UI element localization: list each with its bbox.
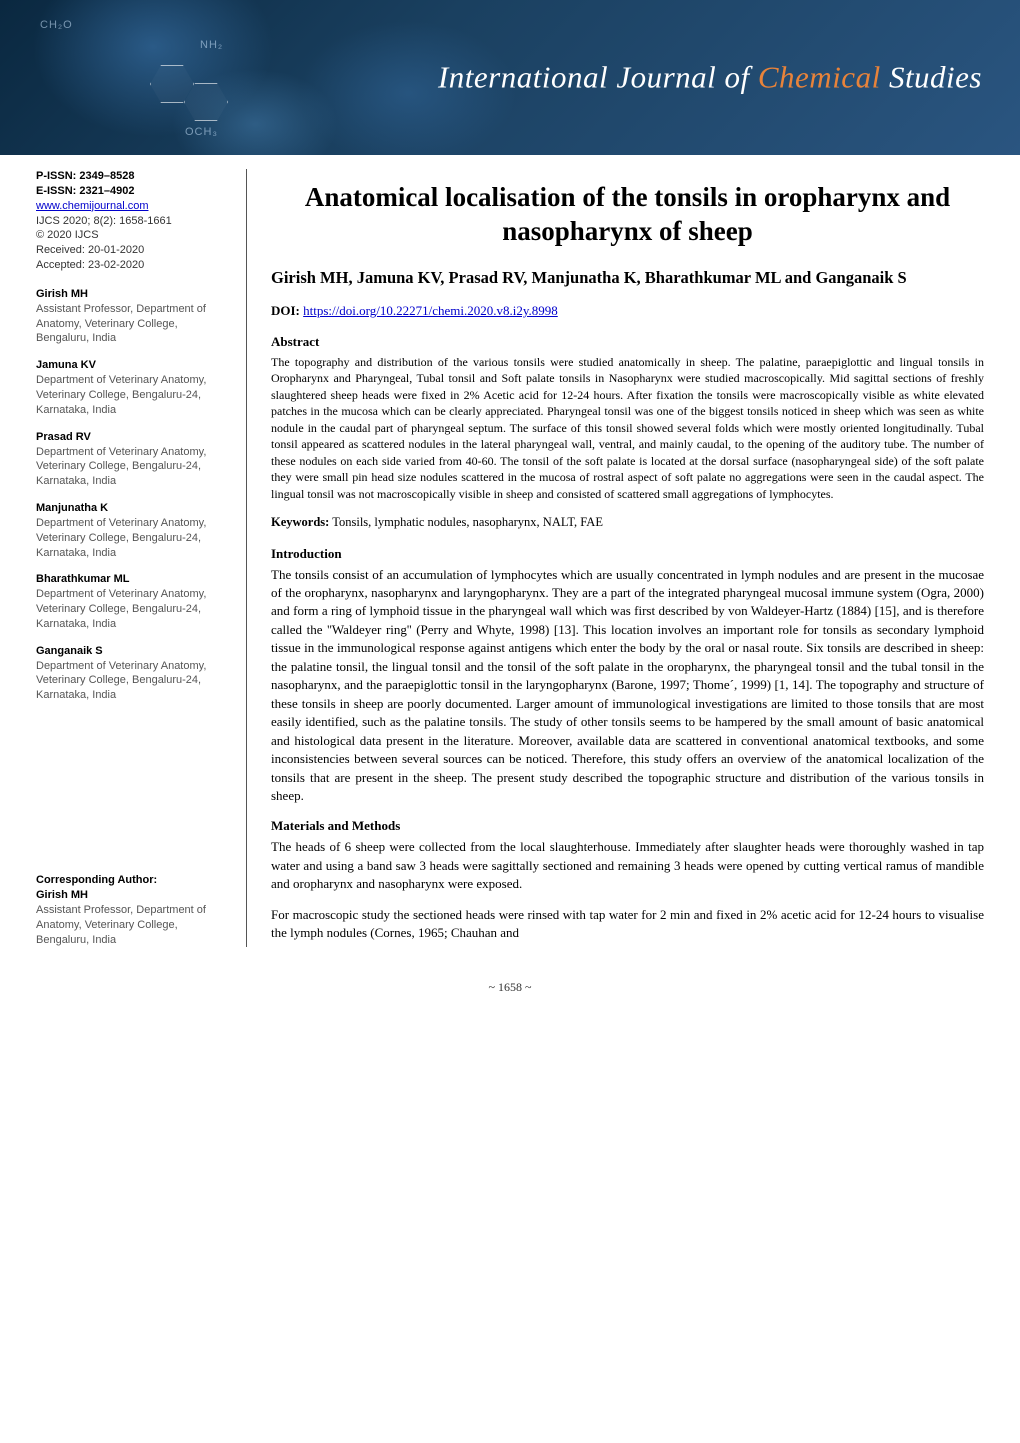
doi-line: DOI: https://doi.org/10.22271/chemi.2020…: [271, 302, 984, 321]
author-name: Bharathkumar ML: [36, 572, 226, 587]
article-title: Anatomical localisation of the tonsils i…: [271, 181, 984, 249]
journal-title-part1: International Journal of: [438, 59, 758, 94]
keywords-text: Tonsils, lymphatic nodules, nasopharynx,…: [329, 515, 603, 529]
sidebar-author-4: Bharathkumar ML Department of Veterinary…: [36, 572, 226, 631]
sidebar-author-0: Girish MH Assistant Professor, Departmen…: [36, 287, 226, 346]
banner-formula-1: CH₂O: [40, 18, 73, 34]
keywords-line: Keywords: Tonsils, lymphatic nodules, na…: [271, 513, 984, 531]
copyright-line: © 2020 IJCS: [36, 229, 99, 241]
materials-methods-p1: The heads of 6 sheep were collected from…: [271, 838, 984, 893]
authors-line: Girish MH, Jamuna KV, Prasad RV, Manjuna…: [271, 267, 984, 288]
abstract-heading: Abstract: [271, 333, 984, 352]
sidebar-author-1: Jamuna KV Department of Veterinary Anato…: [36, 358, 226, 417]
journal-banner: CH₂O NH₂ OCH₃ International Journal of C…: [0, 0, 1020, 155]
introduction-heading: Introduction: [271, 545, 984, 564]
author-affil: Department of Veterinary Anatomy, Veteri…: [36, 588, 206, 630]
doi-label: DOI:: [271, 303, 300, 318]
sidebar: P-ISSN: 2349–8528 E-ISSN: 2321–4902 www.…: [36, 169, 226, 947]
sidebar-author-3: Manjunatha K Department of Veterinary An…: [36, 501, 226, 560]
corresponding-author-name: Girish MH: [36, 888, 226, 903]
corresponding-author-affil: Assistant Professor, Department of Anato…: [36, 904, 206, 946]
journal-url-link[interactable]: www.chemijournal.com: [36, 200, 148, 212]
accepted-date: Accepted: 23-02-2020: [36, 259, 144, 271]
materials-methods-p2: For macroscopic study the sectioned head…: [271, 906, 984, 943]
p-issn: P-ISSN: 2349–8528: [36, 170, 134, 182]
citation-line: IJCS 2020; 8(2): 1658-1661: [36, 215, 172, 227]
author-affil: Department of Veterinary Anatomy, Veteri…: [36, 517, 206, 559]
author-name: Manjunatha K: [36, 501, 226, 516]
author-affil: Department of Veterinary Anatomy, Veteri…: [36, 660, 206, 702]
author-affil: Assistant Professor, Department of Anato…: [36, 303, 206, 345]
author-name: Prasad RV: [36, 430, 226, 445]
author-affil: Department of Veterinary Anatomy, Veteri…: [36, 446, 206, 488]
sidebar-author-2: Prasad RV Department of Veterinary Anato…: [36, 430, 226, 489]
journal-title-chem: Chemical: [758, 59, 881, 94]
banner-formula-2: NH₂: [200, 38, 223, 54]
author-name: Jamuna KV: [36, 358, 226, 373]
received-date: Received: 20-01-2020: [36, 244, 144, 256]
journal-title: International Journal of Chemical Studie…: [438, 55, 982, 100]
journal-meta: P-ISSN: 2349–8528 E-ISSN: 2321–4902 www.…: [36, 169, 226, 273]
molecule-graphic: [140, 55, 260, 135]
materials-methods-heading: Materials and Methods: [271, 817, 984, 836]
author-name: Girish MH: [36, 287, 226, 302]
doi-link[interactable]: https://doi.org/10.22271/chemi.2020.v8.i…: [303, 303, 558, 318]
article-main: Anatomical localisation of the tonsils i…: [267, 169, 984, 947]
keywords-label: Keywords:: [271, 515, 329, 529]
author-affil: Department of Veterinary Anatomy, Veteri…: [36, 374, 206, 416]
vertical-divider: [246, 169, 247, 947]
page-body: P-ISSN: 2349–8528 E-ISSN: 2321–4902 www.…: [0, 155, 1020, 971]
e-issn: E-ISSN: 2321–4902: [36, 185, 134, 197]
abstract-text: The topography and distribution of the v…: [271, 354, 984, 503]
page-number: ~ 1658 ~: [0, 979, 1020, 996]
sidebar-author-5: Ganganaik S Department of Veterinary Ana…: [36, 644, 226, 703]
author-name: Ganganaik S: [36, 644, 226, 659]
introduction-text: The tonsils consist of an accumulation o…: [271, 566, 984, 806]
corresponding-author-label: Corresponding Author:: [36, 873, 226, 888]
journal-title-part2: Studies: [881, 59, 982, 94]
